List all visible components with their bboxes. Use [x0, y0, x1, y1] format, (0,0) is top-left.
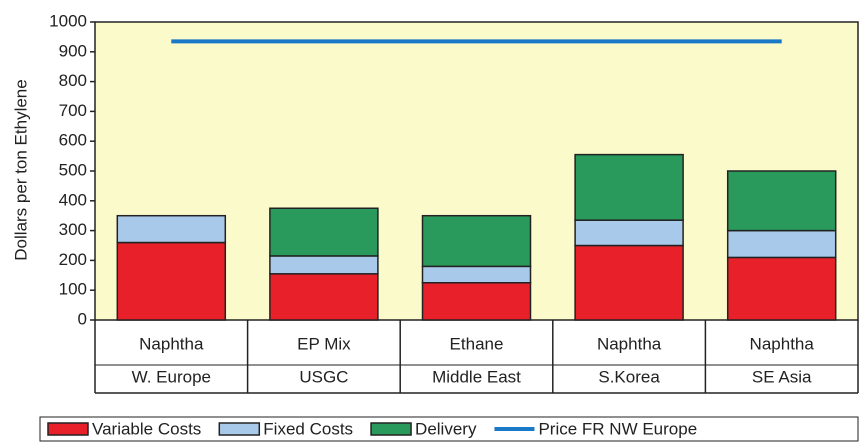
y-tick-label: 300 [59, 220, 87, 239]
y-tick-label: 100 [59, 280, 87, 299]
bar-segment [726, 170, 837, 232]
x-tick-label: Naphtha [139, 334, 204, 353]
bar-segment [421, 265, 532, 284]
y-tick-label: 900 [59, 41, 87, 60]
bar-segment [269, 207, 379, 257]
y-tick-label: 800 [59, 71, 87, 90]
bar-segment [269, 273, 379, 321]
legend-box [39, 416, 859, 442]
legend-label: Variable Costs [92, 419, 201, 438]
bar-segment [574, 244, 684, 321]
x-tick-label: USGC [299, 367, 348, 386]
bar-segment [116, 214, 227, 244]
bar-segment [269, 255, 379, 275]
bar-segment [421, 282, 532, 321]
y-axis-label: Dollars per ton Ethylene [11, 79, 30, 260]
y-tick-label: 400 [59, 190, 87, 209]
x-tick-label: Naphtha [597, 334, 662, 353]
legend-swatch [47, 422, 89, 436]
bar-segment [421, 214, 532, 268]
y-tick-label: 0 [78, 309, 87, 328]
y-tick-label: 500 [59, 160, 87, 179]
legend-label: Fixed Costs [263, 419, 353, 438]
x-tick-label: W. Europe [132, 367, 211, 386]
y-tick-label: 1000 [49, 11, 87, 30]
x-tick-label: S.Korea [598, 367, 660, 386]
bar-segment [726, 229, 837, 259]
x-tick-label: Ethane [450, 334, 504, 353]
bar-segment [116, 241, 227, 321]
legend-swatch [370, 422, 412, 436]
x-tick-label: EP Mix [297, 334, 351, 353]
bar-segment [574, 153, 684, 221]
y-tick-label: 200 [59, 250, 87, 269]
legend-label: Delivery [415, 419, 477, 438]
legend-swatch [218, 422, 261, 436]
y-tick-label: 700 [59, 101, 87, 120]
bar-segment [726, 256, 837, 321]
x-tick-label: SE Asia [752, 367, 812, 386]
legend-label: Price FR NW Europe [538, 419, 697, 438]
x-tick-label: Naphtha [750, 334, 815, 353]
x-tick-label: Middle East [432, 367, 521, 386]
y-tick-label: 600 [59, 131, 87, 150]
bar-segment [574, 219, 684, 247]
